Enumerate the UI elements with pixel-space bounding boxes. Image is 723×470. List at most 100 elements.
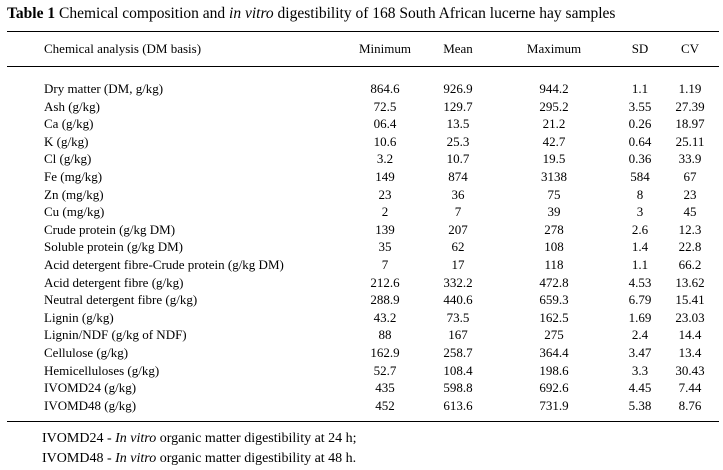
minimum-cell: 23 [378, 186, 392, 202]
footnote-italic: In vitro [115, 431, 157, 446]
mean-cell: 36 [451, 186, 465, 202]
mean-cell: 62 [451, 239, 465, 255]
minimum-cell: 72.5 [373, 98, 397, 114]
title-text-before: Chemical composition and [55, 5, 230, 22]
sd-cell: 4.45 [628, 380, 652, 396]
analysis-cell: IVOMD48 (g/kg) [44, 397, 137, 413]
mean-cell: 10.7 [446, 151, 470, 167]
footnote-ivomd24: IVOMD24 - In vitro organic matter digest… [42, 430, 357, 448]
mean-cell: 613.6 [443, 397, 473, 413]
table-bottom-rule [7, 421, 719, 422]
maximum-cell: 659.3 [539, 292, 569, 308]
maximum-cell: 275 [544, 327, 564, 343]
cv-cell: 33.9 [678, 151, 702, 167]
mean-cell: 73.5 [446, 309, 470, 325]
sd-cell: 0.36 [628, 151, 652, 167]
minimum-cell: 288.9 [370, 292, 400, 308]
analysis-cell: Lignin (g/kg) [44, 309, 114, 325]
maximum-cell: 118 [544, 257, 564, 272]
minimum-cell: 3.2 [376, 151, 394, 167]
maximum-cell: 19.5 [542, 151, 566, 167]
mean-cell: 258.7 [443, 345, 473, 360]
sd-cell: 1.69 [628, 309, 652, 325]
minimum-cell: 162.9 [370, 345, 400, 360]
mean-cell: 332.2 [443, 274, 473, 290]
maximum-cell: 3138 [541, 169, 567, 184]
sd-cell: 0.64 [628, 133, 652, 149]
sd-cell: 0.26 [628, 116, 652, 132]
cv-cell: 1.19 [678, 81, 702, 96]
cv-cell: 13.62 [675, 274, 705, 290]
cv-cell: 45 [683, 204, 697, 220]
title-text-italic: in vitro [229, 5, 274, 22]
maximum-cell: 364.4 [539, 345, 569, 360]
table-header-rule [7, 66, 719, 67]
footnote-prefix: IVOMD48 - [42, 451, 116, 466]
cv-cell: 23 [683, 186, 697, 202]
column-header-mean: Mean [443, 41, 473, 56]
sd-cell: 2.4 [631, 327, 649, 343]
column-header-analysis: Chemical analysis (DM basis) [44, 41, 202, 56]
table-label: Table 1 [7, 5, 56, 22]
maximum-cell: 472.8 [539, 274, 569, 290]
maximum-cell: 731.9 [539, 397, 569, 413]
minimum-cell: 52.7 [373, 362, 397, 378]
footnote-suffix: organic matter digestibility at 48 h. [156, 451, 357, 466]
mean-cell: 440.6 [443, 292, 473, 308]
sd-cell: 3.3 [631, 362, 649, 378]
cv-cell: 8.76 [678, 397, 702, 413]
analysis-cell: K (g/kg) [44, 133, 89, 149]
mean-cell: 598.8 [443, 380, 473, 396]
cv-cell: 13.4 [678, 345, 702, 360]
sd-cell: 1.1 [631, 257, 649, 272]
column-header-minimum: Minimum [358, 41, 411, 56]
sd-cell: 6.79 [628, 292, 652, 308]
column-header-sd: SD [631, 41, 649, 56]
maximum-cell: 295.2 [539, 98, 569, 114]
sd-cell: 1.1 [631, 81, 649, 96]
mean-cell: 129.7 [443, 98, 473, 114]
cv-cell: 23.03 [675, 309, 705, 325]
analysis-cell: Cl (g/kg) [44, 151, 92, 167]
minimum-cell: 10.6 [373, 133, 397, 149]
sd-cell: 3.47 [628, 345, 652, 360]
title-text-after: digestibility of 168 South African lucer… [273, 5, 616, 22]
cv-cell: 67 [683, 169, 697, 184]
footnote-suffix: organic matter digestibility at 24 h; [156, 431, 357, 446]
footnote-ivomd48: IVOMD48 - In vitro organic matter digest… [42, 450, 356, 468]
analysis-cell: Acid detergent fibre-Crude protein (g/kg… [44, 257, 284, 272]
sd-cell: 584 [630, 169, 650, 184]
maximum-cell: 198.6 [539, 362, 569, 378]
mean-cell: 108.4 [443, 362, 473, 378]
analysis-cell: Soluble protein (g/kg DM) [44, 239, 184, 255]
analysis-cell: Crude protein (g/kg DM) [44, 221, 176, 237]
mean-cell: 167 [448, 327, 468, 343]
mean-cell: 874 [448, 169, 468, 184]
mean-cell: 926.9 [443, 81, 473, 96]
cv-cell: 27.39 [675, 98, 705, 114]
cv-cell: 18.97 [675, 116, 705, 132]
sd-cell: 2.6 [631, 221, 649, 237]
analysis-cell: Ash (g/kg) [44, 98, 100, 114]
cv-cell: 30.43 [675, 362, 705, 378]
column-header-maximum: Maximum [526, 41, 582, 56]
maximum-cell: 39 [547, 204, 561, 220]
cv-cell: 25.11 [675, 133, 705, 149]
maximum-cell: 42.7 [542, 133, 566, 149]
minimum-cell: 435 [375, 380, 395, 396]
minimum-cell: 864.6 [370, 81, 400, 96]
cv-cell: 15.41 [675, 292, 705, 308]
analysis-cell: Hemicelluloses (g/kg) [44, 362, 160, 378]
minimum-cell: 7 [381, 257, 389, 272]
footnote-prefix: IVOMD24 - [42, 431, 116, 446]
mean-cell: 17 [451, 257, 465, 272]
cv-cell: 66.2 [678, 257, 702, 272]
maximum-cell: 692.6 [539, 380, 569, 396]
maximum-cell: 162.5 [539, 309, 569, 325]
maximum-cell: 21.2 [542, 116, 566, 132]
mean-cell: 207 [448, 221, 468, 237]
sd-cell: 8 [636, 186, 644, 202]
cv-cell: 14.4 [678, 327, 702, 343]
table-title: Table 1 Chemical composition and in vitr… [7, 4, 719, 24]
maximum-cell: 108 [544, 239, 564, 255]
